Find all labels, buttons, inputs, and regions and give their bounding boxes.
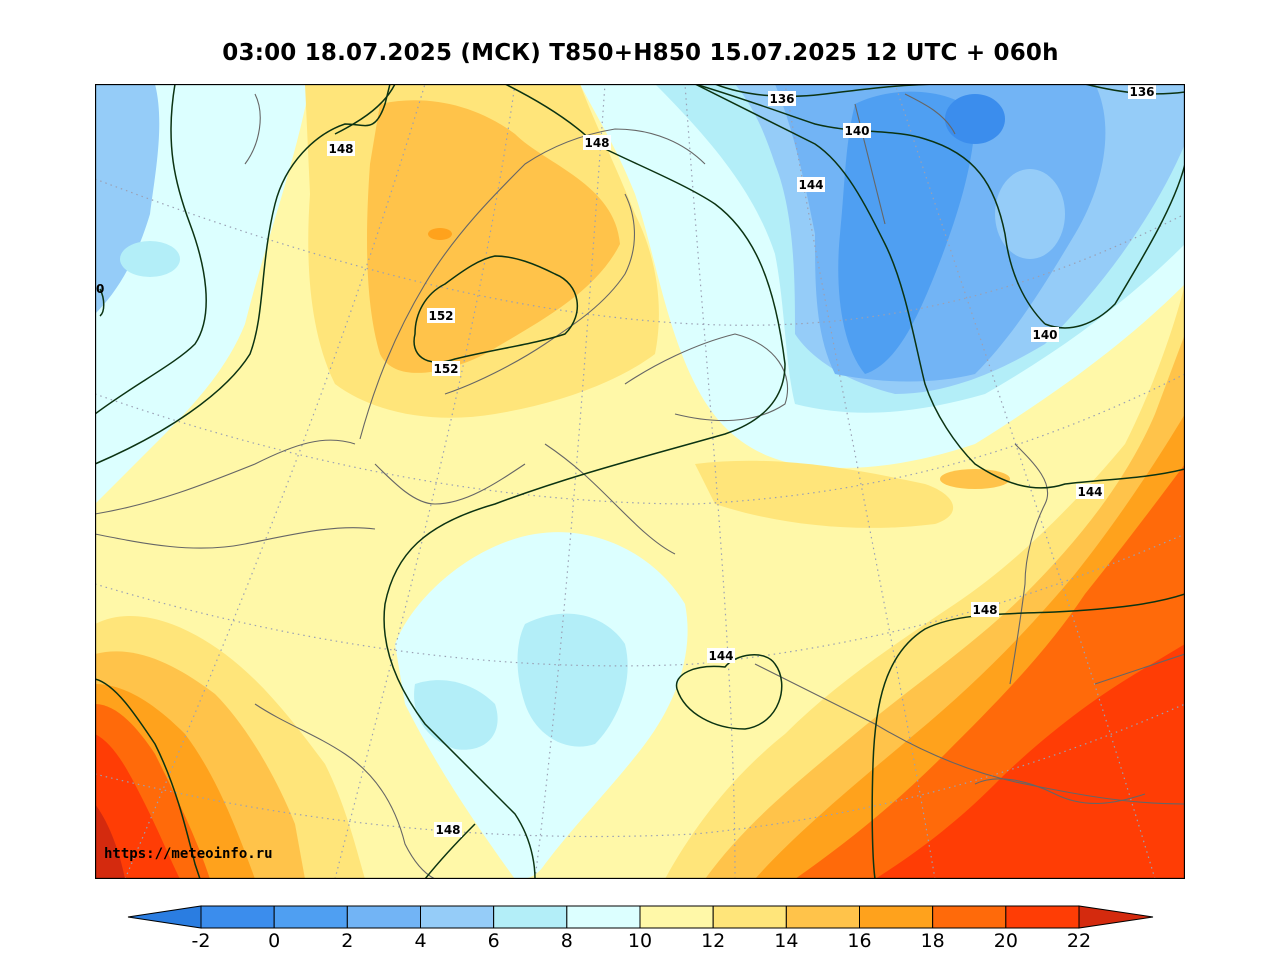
colorbar-tick-label: 10	[627, 930, 653, 952]
isoline-label: 136	[768, 91, 796, 106]
isoline-label: 144	[1076, 484, 1104, 499]
colorbar-segment	[639, 905, 714, 929]
colorbar-segment	[932, 905, 1007, 929]
svg-text:144: 144	[1077, 485, 1102, 499]
watermark-url[interactable]: https://meteoinfo.ru	[104, 846, 273, 862]
svg-text:148: 148	[584, 136, 609, 150]
svg-text:148: 148	[328, 142, 353, 156]
svg-text:140: 140	[844, 124, 869, 138]
colorbar-tick-label: 14	[774, 930, 799, 952]
map-title: 03:00 18.07.2025 (МСК) T850+H850 15.07.2…	[222, 40, 1059, 66]
colorbar-segment	[200, 905, 275, 929]
colorbar-segment	[859, 905, 934, 929]
colorbar-over-arrow	[1078, 905, 1154, 929]
colorbar-segment	[420, 905, 495, 929]
graticule	[95, 84, 1185, 879]
svg-text:152: 152	[428, 309, 453, 323]
svg-text:0: 0	[96, 282, 104, 296]
isoline-label: 148	[434, 822, 462, 837]
svg-text:144: 144	[798, 178, 823, 192]
colorbar-segment	[273, 905, 348, 929]
svg-text:148: 148	[435, 823, 460, 837]
isoline-label: 148	[327, 141, 355, 156]
colorbar-tick-label: 20	[993, 930, 1018, 952]
svg-text:152: 152	[433, 362, 458, 376]
temperature-colorbar	[127, 905, 1154, 929]
isoline-label: 140	[1031, 327, 1059, 342]
colorbar-segment	[566, 905, 641, 929]
colorbar-tick-label: -2	[191, 930, 211, 952]
geopotential-isolines	[95, 84, 1185, 879]
forecast-map: 136 136 140 140 144 144 144 148 148 148 …	[95, 84, 1185, 879]
temperature-field	[95, 84, 1185, 879]
isoline-label: 152	[427, 308, 455, 323]
colorbar-segment	[1005, 905, 1080, 929]
colorbar-segment	[712, 905, 787, 929]
colorbar-tick-label: 6	[487, 930, 500, 952]
colorbar-tick-label: 8	[560, 930, 573, 952]
colorbar-tick-label: 2	[341, 930, 354, 952]
svg-text:140: 140	[1032, 328, 1057, 342]
colorbar-tick-label: 12	[701, 930, 726, 952]
colorbar-tick-label: 16	[847, 930, 872, 952]
colorbar-tick-label: 22	[1066, 930, 1092, 952]
isoline-label: 140	[843, 123, 871, 138]
isoline-labels: 136 136 140 140 144 144 144 148 148 148 …	[96, 84, 1156, 837]
colorbar-tick-label: 0	[268, 930, 281, 952]
colorbar-tick-label: 18	[920, 930, 945, 952]
colorbar-segment	[346, 905, 422, 929]
isoline-label: 136	[1128, 84, 1156, 99]
isoline-label: 144	[707, 648, 735, 663]
svg-text:144: 144	[708, 649, 733, 663]
svg-text:148: 148	[972, 603, 997, 617]
colorbar-segment	[785, 905, 860, 929]
isoline-label: 0	[96, 282, 104, 296]
map-frame	[95, 84, 1185, 879]
coastlines	[95, 93, 1185, 879]
isoline-label: 148	[583, 135, 611, 150]
isoline-label: 152	[432, 361, 460, 376]
svg-text:136: 136	[769, 92, 794, 106]
svg-text:136: 136	[1129, 85, 1154, 99]
colorbar-tick-label: 4	[414, 930, 427, 952]
colorbar-segment	[493, 905, 568, 929]
isoline-label: 148	[971, 602, 999, 617]
colorbar-under-arrow	[127, 905, 202, 929]
isoline-label: 144	[797, 177, 825, 192]
